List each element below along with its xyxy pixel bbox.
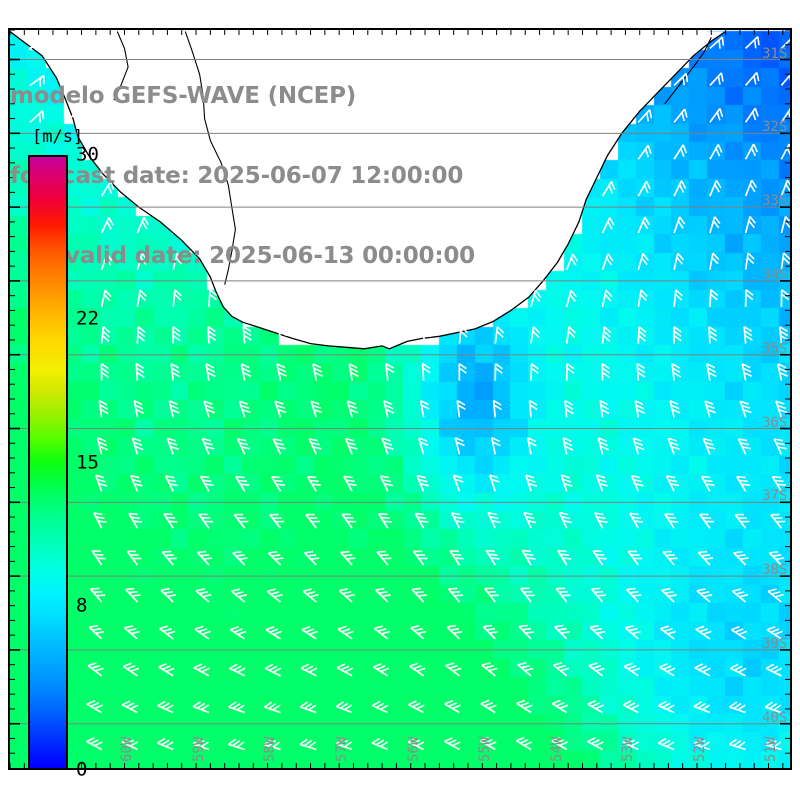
- lat-label-35s: 35S: [762, 340, 788, 357]
- title-model-line: modelo GEFS-WAVE (NCEP): [10, 83, 357, 110]
- lon-label-54w: 54W: [548, 736, 565, 762]
- colorbar-tick-0: 0: [76, 758, 88, 781]
- lon-label-58w: 58W: [262, 736, 279, 762]
- colorbar-tick-30: 30: [76, 143, 99, 166]
- map-plot-area[interactable]: [8, 28, 792, 770]
- lat-label-32s: 32S: [762, 119, 788, 136]
- colorbar-tick-8: 8: [76, 594, 88, 617]
- lon-label-53w: 53W: [620, 736, 637, 762]
- lon-label-51w: 51W: [763, 736, 780, 762]
- colorbar-gradient: [28, 155, 68, 770]
- title-valid-line: valid date: 2025-06-13 00:00:00: [65, 243, 475, 270]
- lat-label-40s: 40S: [762, 709, 788, 726]
- lat-label-33s: 33S: [762, 193, 788, 210]
- lat-label-38s: 38S: [762, 562, 788, 579]
- lat-label-37s: 37S: [762, 488, 788, 505]
- colorbar-tick-22: 22: [76, 307, 99, 330]
- title-forecast-line: forecast date: 2025-06-07 12:00:00: [10, 163, 464, 190]
- colorbar: [m/s] 30 22 15 8 0: [28, 127, 99, 781]
- lon-label-59w: 59W: [190, 736, 207, 762]
- figure-title: modelo GEFS-WAVE (NCEP) forecast date: 2…: [10, 30, 530, 323]
- lon-label-55w: 55W: [477, 736, 494, 762]
- lat-label-31s: 31S: [762, 45, 788, 62]
- colorbar-tick-15: 15: [76, 451, 99, 474]
- lat-label-36s: 36S: [762, 414, 788, 431]
- lon-label-60w: 60W: [119, 736, 136, 762]
- lat-label-39s: 39S: [762, 635, 788, 652]
- lon-label-52w: 52W: [691, 736, 708, 762]
- lon-label-56w: 56W: [405, 736, 422, 762]
- lat-label-34s: 34S: [762, 266, 788, 283]
- lon-label-57w: 57W: [334, 736, 351, 762]
